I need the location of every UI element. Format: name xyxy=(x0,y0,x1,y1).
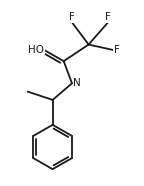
Text: HO: HO xyxy=(28,45,44,55)
Text: N: N xyxy=(73,78,81,88)
Text: F: F xyxy=(105,12,111,22)
Text: F: F xyxy=(113,45,119,55)
Text: F: F xyxy=(69,12,75,22)
